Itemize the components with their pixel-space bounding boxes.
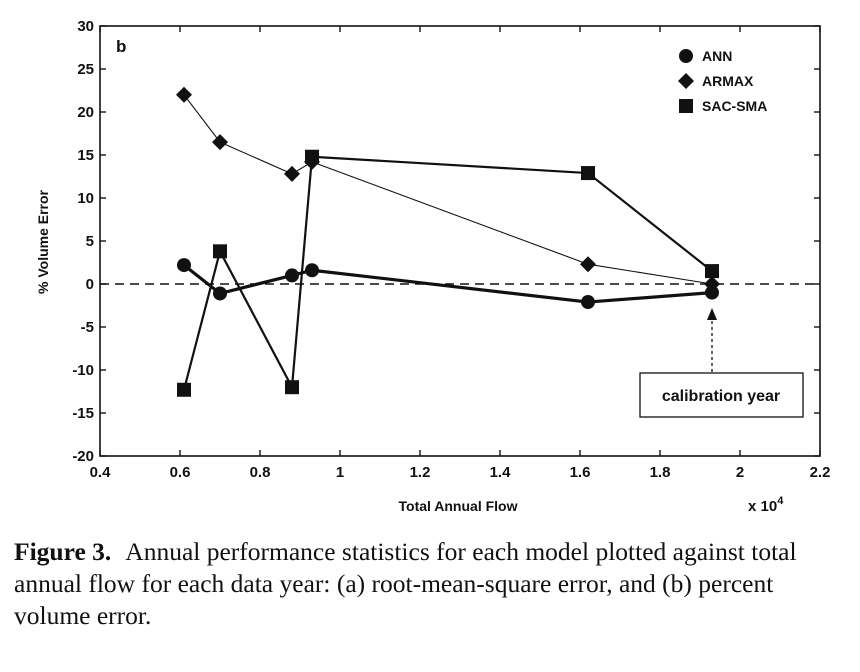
- x-axis-multiplier: x 104: [748, 495, 784, 515]
- data-point-ann: [177, 258, 191, 273]
- y-tick-label: 25: [77, 61, 94, 78]
- annotation-box: [639, 372, 804, 418]
- data-point-armax: [212, 134, 228, 151]
- legend-label-armax: ARMAX: [702, 73, 754, 89]
- x-tick-label: 1.6: [570, 464, 591, 481]
- data-point-armax: [284, 165, 300, 182]
- y-tick-label: 20: [77, 104, 94, 121]
- x-tick-label: 2.2: [810, 464, 831, 481]
- legend-marker-ann: [679, 49, 693, 63]
- y-axis-title: % Volume Error: [35, 189, 51, 294]
- data-point-ann: [305, 263, 319, 278]
- y-tick-label: -5: [81, 319, 94, 336]
- x-tick-label: 0.6: [170, 464, 191, 481]
- y-tick-label: 5: [86, 233, 94, 250]
- panel-label: b: [116, 37, 126, 56]
- data-point-armax: [176, 86, 192, 103]
- data-point-sac-sma: [177, 382, 191, 397]
- x-tick-label: 0.8: [250, 464, 271, 481]
- series-line-armax: [183, 94, 713, 285]
- figure-caption-text: Annual performance statistics for each m…: [14, 537, 797, 630]
- legend-marker-sac-sma: [679, 99, 693, 113]
- data-point-sac-sma: [285, 380, 299, 395]
- y-tick-label: 10: [77, 190, 94, 207]
- chart: 0.4 0.6 0.8 1 1.2 1.4 1.6 1.8 2 2.2 30 25 20 15 10 5 0 -5…: [35, 18, 831, 515]
- x-tick-label: 2: [736, 464, 744, 481]
- y-tick-label: -10: [72, 362, 94, 379]
- data-point-ann: [581, 295, 595, 310]
- legend-label-sac-sma: SAC-SMA: [702, 98, 767, 114]
- y-tick-label: 15: [77, 147, 94, 164]
- legend-label-ann: ANN: [702, 48, 732, 64]
- x-tick-label: 1: [336, 464, 344, 481]
- annotation-label: calibration year: [662, 388, 780, 405]
- data-point-sac-sma: [213, 244, 227, 259]
- data-point-sac-sma: [305, 149, 319, 164]
- annotation-arrowhead: [707, 308, 717, 320]
- x-tick-label: 0.4: [90, 464, 112, 481]
- data-point-armax: [704, 276, 720, 292]
- y-tick-label: 30: [77, 18, 94, 35]
- legend-marker-armax: [678, 73, 694, 89]
- data-point-ann: [285, 268, 299, 283]
- y-tick-label: -20: [72, 448, 94, 465]
- series-line-sac-sma: [182, 155, 713, 391]
- y-tick-label: -15: [72, 405, 94, 422]
- data-point-armax: [580, 256, 596, 273]
- x-axis-title: Total Annual Flow: [399, 498, 518, 514]
- figure-caption: Figure 3. Annual performance statistics f…: [14, 536, 844, 632]
- x-tick-label: 1.8: [650, 464, 671, 481]
- x-tick-label: 1.2: [410, 464, 431, 481]
- data-point-sac-sma: [705, 264, 719, 279]
- data-point-ann: [213, 286, 227, 301]
- data-point-sac-sma: [581, 166, 595, 181]
- x-tick-label: 1.4: [490, 464, 512, 481]
- data-point-ann: [705, 285, 719, 300]
- y-tick-label: 0: [86, 276, 94, 293]
- figure-label: Figure 3.: [14, 537, 112, 566]
